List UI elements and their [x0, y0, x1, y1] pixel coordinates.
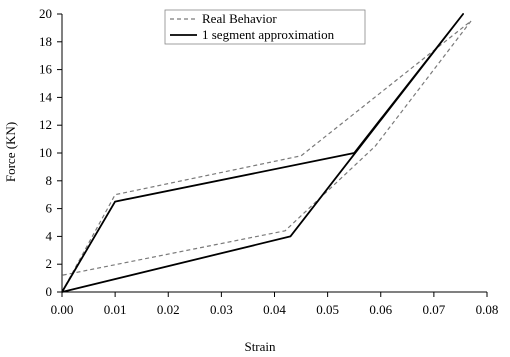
- legend-box: [164, 9, 366, 45]
- x-tick-label: 0.02: [157, 302, 180, 317]
- legend: Real Behavior 1 segment approximation: [164, 9, 366, 45]
- y-tick-label: 12: [39, 117, 52, 132]
- y-tick-label: 14: [39, 89, 53, 104]
- y-tick-label: 2: [46, 256, 53, 271]
- legend-label-real-behavior: Real Behavior: [202, 11, 277, 26]
- x-axis-title: Strain: [244, 339, 276, 354]
- series-line-real-behavior: [61, 20, 472, 293]
- y-axis: 0 2 4 6 8 10 12 14 16 18 20: [39, 6, 63, 299]
- y-axis-title: Force (KN): [3, 122, 18, 182]
- y-tick-label: 16: [39, 62, 53, 77]
- y-tick-label: 4: [46, 228, 53, 243]
- x-tick-label: 0.08: [476, 302, 499, 317]
- y-tick-label: 0: [46, 284, 53, 299]
- x-tick-label: 0.04: [263, 302, 286, 317]
- series-layer: [61, 13, 472, 293]
- x-tick-label: 0.07: [423, 302, 446, 317]
- x-tick-label: 0.06: [369, 302, 392, 317]
- y-tick-label: 6: [46, 201, 53, 216]
- x-tick-label: 0.03: [210, 302, 233, 317]
- series-line-approximation: [61, 13, 465, 293]
- legend-label-approximation: 1 segment approximation: [202, 27, 335, 42]
- y-tick-label: 8: [46, 173, 53, 188]
- y-tick-label: 18: [39, 34, 52, 49]
- y-tick-label: 20: [39, 6, 52, 21]
- x-tick-label: 0.01: [104, 302, 127, 317]
- y-tick-label: 10: [39, 145, 52, 160]
- x-tick-label: 0.00: [51, 302, 74, 317]
- x-tick-label: 0.05: [316, 302, 339, 317]
- x-axis: 0.00 0.01 0.02 0.03 0.04 0.05 0.06 0.07 0.08: [51, 291, 499, 317]
